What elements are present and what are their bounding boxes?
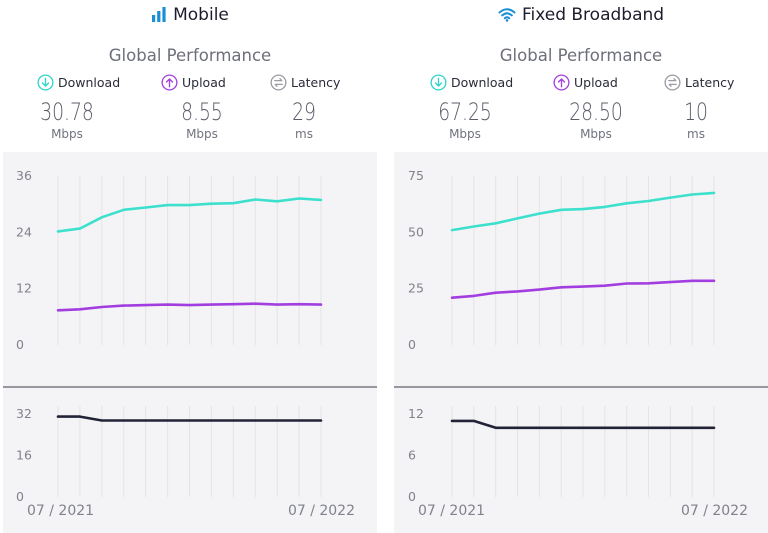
- fixed-header: Fixed Broadband Global Performance Downl…: [394, 0, 768, 152]
- fixed-title-text: Fixed Broadband: [521, 5, 665, 25]
- mobile-download-metric: Download 30.78 Mbps: [37, 74, 147, 141]
- fixed-chart: 0 25 50 75 0 6 12 07 / 2021 07 / 2022: [394, 168, 768, 519]
- fixed-subtitle: Global Performance: [499, 46, 663, 65]
- y-tick-label: 12: [408, 406, 424, 421]
- download-arrow-icon: [37, 74, 54, 91]
- mobile-latency-unit: ms: [295, 127, 313, 141]
- series-line-latency: [450, 419, 716, 430]
- y-tick-label: 36: [16, 168, 32, 183]
- series-line-download: [56, 197, 323, 233]
- y-tick-label: 12: [16, 281, 32, 296]
- latency-icon: [270, 74, 287, 91]
- fixed-latency-metric: Latency 10 ms: [664, 74, 768, 141]
- mobile-upload-value: 8.55: [181, 98, 223, 126]
- y-tick-label: 16: [16, 448, 32, 463]
- y-tick-label: 32: [16, 406, 32, 421]
- fixed-download-label: Download: [451, 75, 514, 90]
- series-line-latency: [56, 415, 323, 422]
- y-tick-label: 50: [408, 224, 424, 239]
- series-line-download: [450, 191, 716, 232]
- x-tick-label: 07 / 2021: [418, 503, 485, 519]
- series-line-upload: [56, 302, 323, 312]
- fixed-download-metric: Download 67.25 Mbps: [430, 74, 540, 141]
- y-tick-label: 0: [16, 337, 24, 352]
- y-tick-label: 0: [408, 337, 416, 352]
- mobile-upload-unit: Mbps: [186, 127, 218, 141]
- mobile-upload-metric: Upload 8.55 Mbps: [161, 74, 271, 141]
- mobile-download-value: 30.78: [40, 98, 94, 126]
- x-tick-label: 07 / 2022: [681, 503, 748, 519]
- x-tick-label: 07 / 2022: [288, 503, 355, 519]
- mobile-subtitle: Global Performance: [108, 46, 272, 65]
- fixed-upload-metric: Upload 28.50 Mbps: [553, 74, 663, 141]
- fixed-title: Fixed Broadband: [394, 5, 768, 25]
- y-tick-label: 0: [408, 489, 416, 504]
- mobile-header: Mobile Global Performance Download 30.78…: [3, 0, 377, 152]
- y-tick-label: 75: [408, 168, 424, 183]
- fixed-upload-unit: Mbps: [580, 127, 612, 141]
- fixed-latency-value: 10: [684, 98, 708, 126]
- mobile-latency-metric: Latency 29 ms: [270, 74, 380, 141]
- mobile-upload-label: Upload: [182, 75, 226, 90]
- fixed-latency-unit: ms: [687, 127, 705, 141]
- fixed-upload-value: 28.50: [569, 98, 623, 126]
- mobile-title-text: Mobile: [173, 5, 229, 25]
- upload-arrow-icon: [161, 74, 178, 91]
- y-tick-label: 25: [408, 281, 424, 296]
- mobile-download-label: Download: [58, 75, 121, 90]
- mobile-latency-label: Latency: [291, 75, 341, 90]
- y-tick-label: 0: [16, 489, 24, 504]
- upload-arrow-icon: [553, 74, 570, 91]
- series-line-upload: [450, 279, 716, 299]
- mobile-latency-value: 29: [292, 98, 316, 126]
- mobile-panel: Mobile Global Performance Download 30.78…: [3, 0, 377, 533]
- mobile-title: Mobile: [3, 5, 377, 25]
- signal-bars-icon: [152, 7, 166, 22]
- mobile-chart: 0 12 24 36 0 16 32 07 / 2021 07 / 2022: [3, 168, 377, 519]
- fixed-upload-label: Upload: [574, 75, 618, 90]
- latency-icon: [664, 74, 681, 91]
- fixed-download-unit: Mbps: [449, 127, 481, 141]
- mobile-download-unit: Mbps: [51, 127, 83, 141]
- fixed-latency-label: Latency: [685, 75, 735, 90]
- y-tick-label: 6: [408, 448, 416, 463]
- download-arrow-icon: [430, 74, 447, 91]
- fixed-panel: Fixed Broadband Global Performance Downl…: [394, 0, 768, 533]
- fixed-download-value: 67.25: [438, 98, 492, 126]
- y-tick-label: 24: [16, 224, 32, 239]
- wifi-icon: [498, 8, 516, 22]
- x-tick-label: 07 / 2021: [27, 503, 94, 519]
